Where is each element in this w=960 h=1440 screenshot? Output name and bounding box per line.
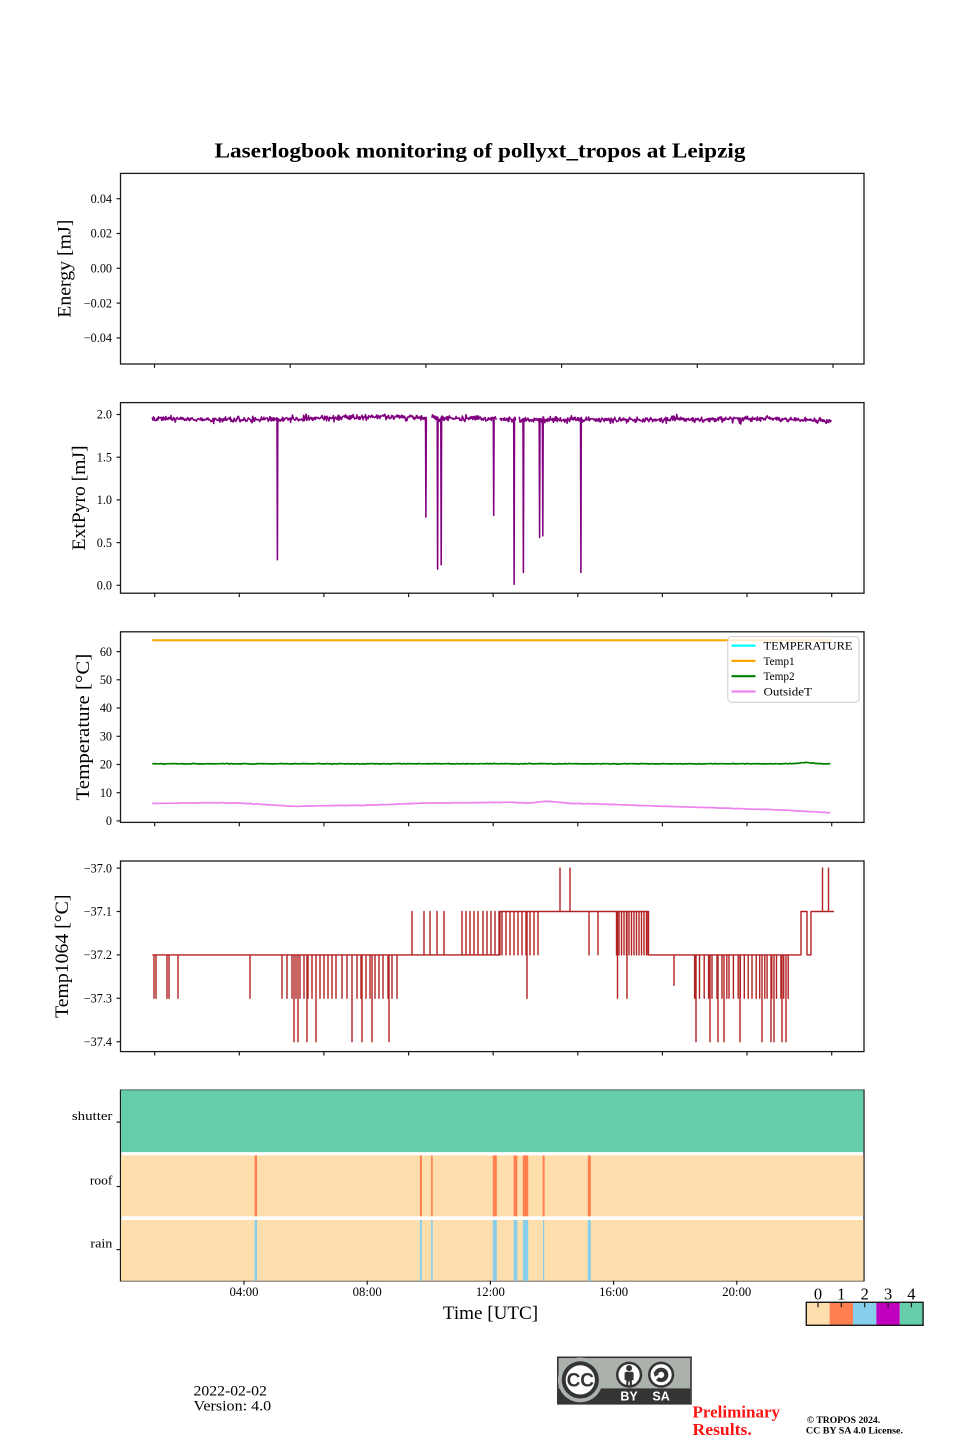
svg-text:Results.: Results.	[693, 1420, 752, 1439]
svg-text:shutter: shutter	[72, 1109, 113, 1123]
svg-text:50: 50	[100, 673, 112, 687]
svg-text:0: 0	[106, 814, 112, 828]
svg-text:20:00: 20:00	[722, 1285, 751, 1299]
svg-text:60: 60	[100, 645, 112, 659]
svg-text:CC: CC	[567, 1371, 595, 1392]
svg-text:−37.4: −37.4	[84, 1035, 112, 1049]
svg-text:SA: SA	[652, 1390, 669, 1404]
svg-text:© TROPOS 2024.: © TROPOS 2024.	[807, 1415, 880, 1425]
svg-text:20: 20	[100, 758, 112, 772]
svg-text:TEMPERATURE: TEMPERATURE	[764, 641, 853, 653]
svg-text:0.00: 0.00	[91, 262, 112, 276]
svg-text:3: 3	[884, 1285, 892, 1304]
svg-text:04:00: 04:00	[230, 1285, 259, 1299]
svg-text:OutsideT: OutsideT	[764, 686, 813, 698]
svg-text:−37.1: −37.1	[84, 905, 112, 919]
svg-text:Temp2: Temp2	[764, 671, 796, 683]
svg-text:−37.3: −37.3	[84, 992, 112, 1006]
svg-text:12:00: 12:00	[476, 1285, 505, 1299]
svg-text:0.04: 0.04	[91, 192, 112, 206]
svg-text:−37.0: −37.0	[84, 861, 112, 875]
svg-text:Energy [mJ]: Energy [mJ]	[55, 220, 75, 318]
svg-text:Temp1: Temp1	[764, 656, 795, 668]
svg-text:0.5: 0.5	[97, 536, 112, 550]
svg-text:rain: rain	[90, 1236, 112, 1250]
svg-text:Temp1064 [°C]: Temp1064 [°C]	[53, 895, 73, 1018]
svg-text:08:00: 08:00	[353, 1285, 382, 1299]
svg-text:4: 4	[907, 1285, 915, 1304]
svg-text:1: 1	[837, 1285, 845, 1304]
svg-text:−37.2: −37.2	[84, 948, 112, 962]
svg-text:BY: BY	[620, 1390, 638, 1404]
svg-text:0.0: 0.0	[97, 579, 112, 593]
svg-text:1.0: 1.0	[97, 493, 112, 507]
svg-text:2022-02-02: 2022-02-02	[194, 1384, 267, 1400]
svg-text:16:00: 16:00	[599, 1285, 628, 1299]
svg-text:0.02: 0.02	[91, 227, 112, 241]
svg-text:2: 2	[861, 1285, 869, 1304]
svg-text:−0.04: −0.04	[84, 331, 112, 345]
svg-text:Preliminary: Preliminary	[693, 1402, 781, 1421]
svg-text:10: 10	[100, 786, 112, 800]
svg-text:roof: roof	[90, 1173, 114, 1187]
svg-text:0: 0	[814, 1285, 822, 1304]
svg-text:Time [UTC]: Time [UTC]	[443, 1304, 538, 1324]
svg-text:Version: 4.0: Version: 4.0	[194, 1398, 272, 1414]
svg-text:30: 30	[100, 730, 112, 744]
svg-text:−0.02: −0.02	[84, 296, 112, 310]
svg-text:2.0: 2.0	[97, 408, 112, 422]
svg-text:CC BY SA 4.0 License.: CC BY SA 4.0 License.	[806, 1426, 903, 1436]
svg-text:1.5: 1.5	[97, 450, 112, 464]
svg-text:Laserlogbook monitoring of pol: Laserlogbook monitoring of pollyxt_tropo…	[215, 139, 747, 163]
svg-text:40: 40	[100, 701, 112, 715]
svg-text:Temperature [°C]: Temperature [°C]	[74, 654, 94, 801]
svg-text:ExtPyro [mJ]: ExtPyro [mJ]	[70, 445, 90, 550]
